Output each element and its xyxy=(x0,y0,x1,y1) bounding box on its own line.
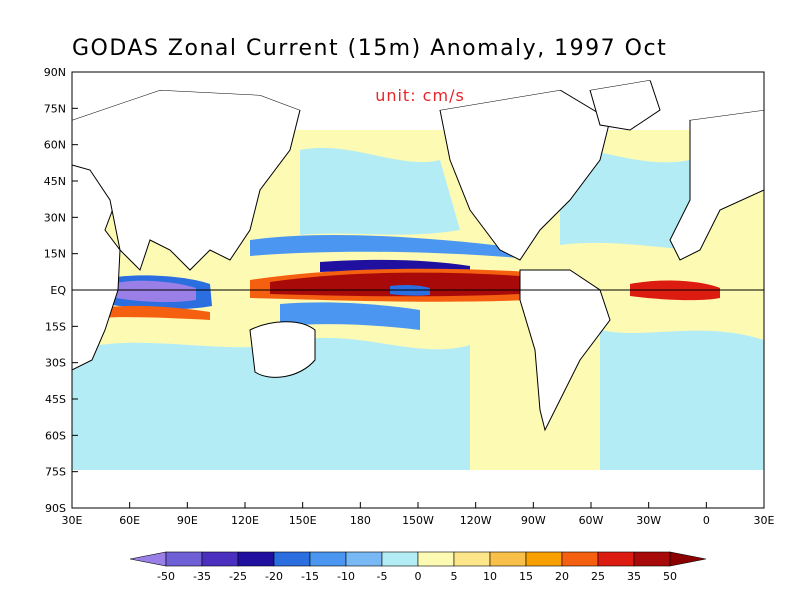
longitude-tick-label: 60E xyxy=(119,514,140,527)
colorbar-label: -50 xyxy=(157,570,175,583)
southern-negative-band xyxy=(72,337,470,470)
colorbar-swatch xyxy=(561,551,599,567)
colorbar-swatch xyxy=(165,551,203,567)
colorbar-label: -15 xyxy=(301,570,319,583)
colorbar-swatch xyxy=(201,551,239,567)
latitude-tick-label: 30S xyxy=(45,357,66,370)
longitude-tick-label: 180 xyxy=(350,514,371,527)
latitude-tick-label: EQ xyxy=(50,284,66,297)
colorbar-label: 25 xyxy=(591,570,605,583)
colorbar-swatch xyxy=(633,551,671,567)
colorbar-label: -35 xyxy=(193,570,211,583)
colorbar-swatch xyxy=(273,551,311,567)
south-atlantic-negative xyxy=(600,330,764,470)
longitude-axis: 30E 60E 90E 120E 150E 180 150W 120W 90W 60W 30W 0 30… xyxy=(62,502,775,527)
colorbar-label: -5 xyxy=(377,570,388,583)
north-pacific-negative xyxy=(300,147,460,235)
north-america-landmass xyxy=(439,89,611,261)
colorbar-label: 20 xyxy=(555,570,569,583)
north-atlantic-negative xyxy=(560,149,690,250)
colorbar-label: 50 xyxy=(663,570,677,583)
colorbar-label: 35 xyxy=(627,570,641,583)
longitude-tick-label: 150W xyxy=(402,514,434,527)
antarctica-landmass xyxy=(72,470,764,508)
colorbar: -50 -35 -25 -20 -15 -10 -5 0 5 10 15 20 25 35 50 xyxy=(129,551,707,583)
longitude-tick-label: 90W xyxy=(521,514,546,527)
latitude-tick-label: 75S xyxy=(45,466,66,479)
colorbar-label: 10 xyxy=(483,570,497,583)
latitude-tick-label: 60S xyxy=(45,429,66,442)
longitude-tick-label: 120E xyxy=(231,514,259,527)
longitude-tick-label: 0 xyxy=(703,514,710,527)
colorbar-label: 0 xyxy=(415,570,422,583)
latitude-tick-label: 45S xyxy=(45,393,66,406)
colorbar-label: -20 xyxy=(265,570,283,583)
continents xyxy=(71,72,765,508)
colorbar-max-arrow xyxy=(669,551,707,567)
latitude-tick-label: 30N xyxy=(44,211,66,224)
arctic-land xyxy=(72,72,764,120)
longitude-tick-label: 120W xyxy=(460,514,492,527)
latitude-tick-label: 60N xyxy=(44,139,66,152)
latitude-tick-label: 15N xyxy=(44,248,66,261)
latitude-tick-label: 90S xyxy=(45,502,66,515)
colorbar-swatch xyxy=(309,551,347,567)
longitude-tick-label: 60W xyxy=(579,514,604,527)
colorbar-swatch xyxy=(345,551,383,567)
colorbar-label: 15 xyxy=(519,570,533,583)
indian-ocean-negative-core xyxy=(108,280,196,303)
longitude-tick-label: 30E xyxy=(754,514,775,527)
indian-ocean-positive-band xyxy=(95,305,210,320)
longitude-tick-label: 90E xyxy=(177,514,198,527)
colorbar-label: -10 xyxy=(337,570,355,583)
longitude-tick-label: 30W xyxy=(636,514,661,527)
north-equatorial-negative xyxy=(250,234,520,258)
colorbar-swatch xyxy=(525,551,563,567)
colorbar-swatch xyxy=(489,551,527,567)
colorbar-min-arrow xyxy=(129,551,167,567)
anomaly-field xyxy=(72,130,764,470)
colorbar-swatch xyxy=(453,551,491,567)
colorbar-swatch xyxy=(597,551,635,567)
latitude-tick-label: 45N xyxy=(44,175,66,188)
colorbar-label: -25 xyxy=(229,570,247,583)
latitude-tick-label: 75N xyxy=(44,102,66,115)
longitude-tick-label: 30E xyxy=(62,514,83,527)
map-title: GODAS Zonal Current (15m) Anomaly, 1997 … xyxy=(72,36,668,61)
south-america-landmass xyxy=(519,269,611,432)
south-equatorial-negative xyxy=(280,302,420,330)
colorbar-swatch xyxy=(417,551,455,567)
longitude-tick-label: 150E xyxy=(289,514,317,527)
colorbar-swatch xyxy=(381,551,419,567)
australia-landmass xyxy=(249,321,316,378)
unit-label: unit: cm/s xyxy=(375,86,465,105)
colorbar-label: 5 xyxy=(451,570,458,583)
latitude-tick-label: 15S xyxy=(45,320,66,333)
latitude-axis: 90N 75N 60N 45N 30N 15N EQ 15S 30S 45S 60S 75S 90S xyxy=(44,66,78,515)
latitude-tick-label: 90N xyxy=(44,66,66,79)
colorbar-swatch xyxy=(237,551,275,567)
